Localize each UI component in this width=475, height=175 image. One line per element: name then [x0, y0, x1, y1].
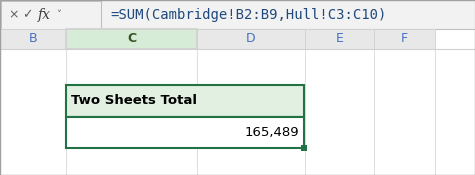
- Bar: [1, 1, 474, 29]
- Text: E: E: [335, 33, 343, 46]
- Text: F: F: [401, 33, 408, 46]
- Bar: [305, 29, 374, 49]
- Text: =SUM(Cambridge!B2:B9,Hull!C3:C10): =SUM(Cambridge!B2:B9,Hull!C3:C10): [110, 8, 386, 22]
- Bar: [0, 29, 66, 49]
- Text: ˅: ˅: [56, 10, 61, 20]
- Text: ✓: ✓: [22, 9, 32, 22]
- Text: B: B: [28, 33, 38, 46]
- Text: C: C: [127, 33, 136, 46]
- Text: Two Sheets Total: Two Sheets Total: [71, 94, 197, 107]
- Bar: [1, 1, 101, 29]
- Bar: [66, 29, 197, 49]
- Bar: [301, 145, 307, 151]
- Bar: [374, 29, 435, 49]
- Bar: [66, 117, 304, 148]
- Text: D: D: [246, 33, 256, 46]
- Bar: [0, 49, 475, 175]
- Bar: [197, 29, 305, 49]
- Text: 165,489: 165,489: [244, 126, 299, 139]
- Text: ×: ×: [8, 9, 19, 22]
- Bar: [66, 85, 304, 117]
- Text: fx: fx: [38, 8, 51, 22]
